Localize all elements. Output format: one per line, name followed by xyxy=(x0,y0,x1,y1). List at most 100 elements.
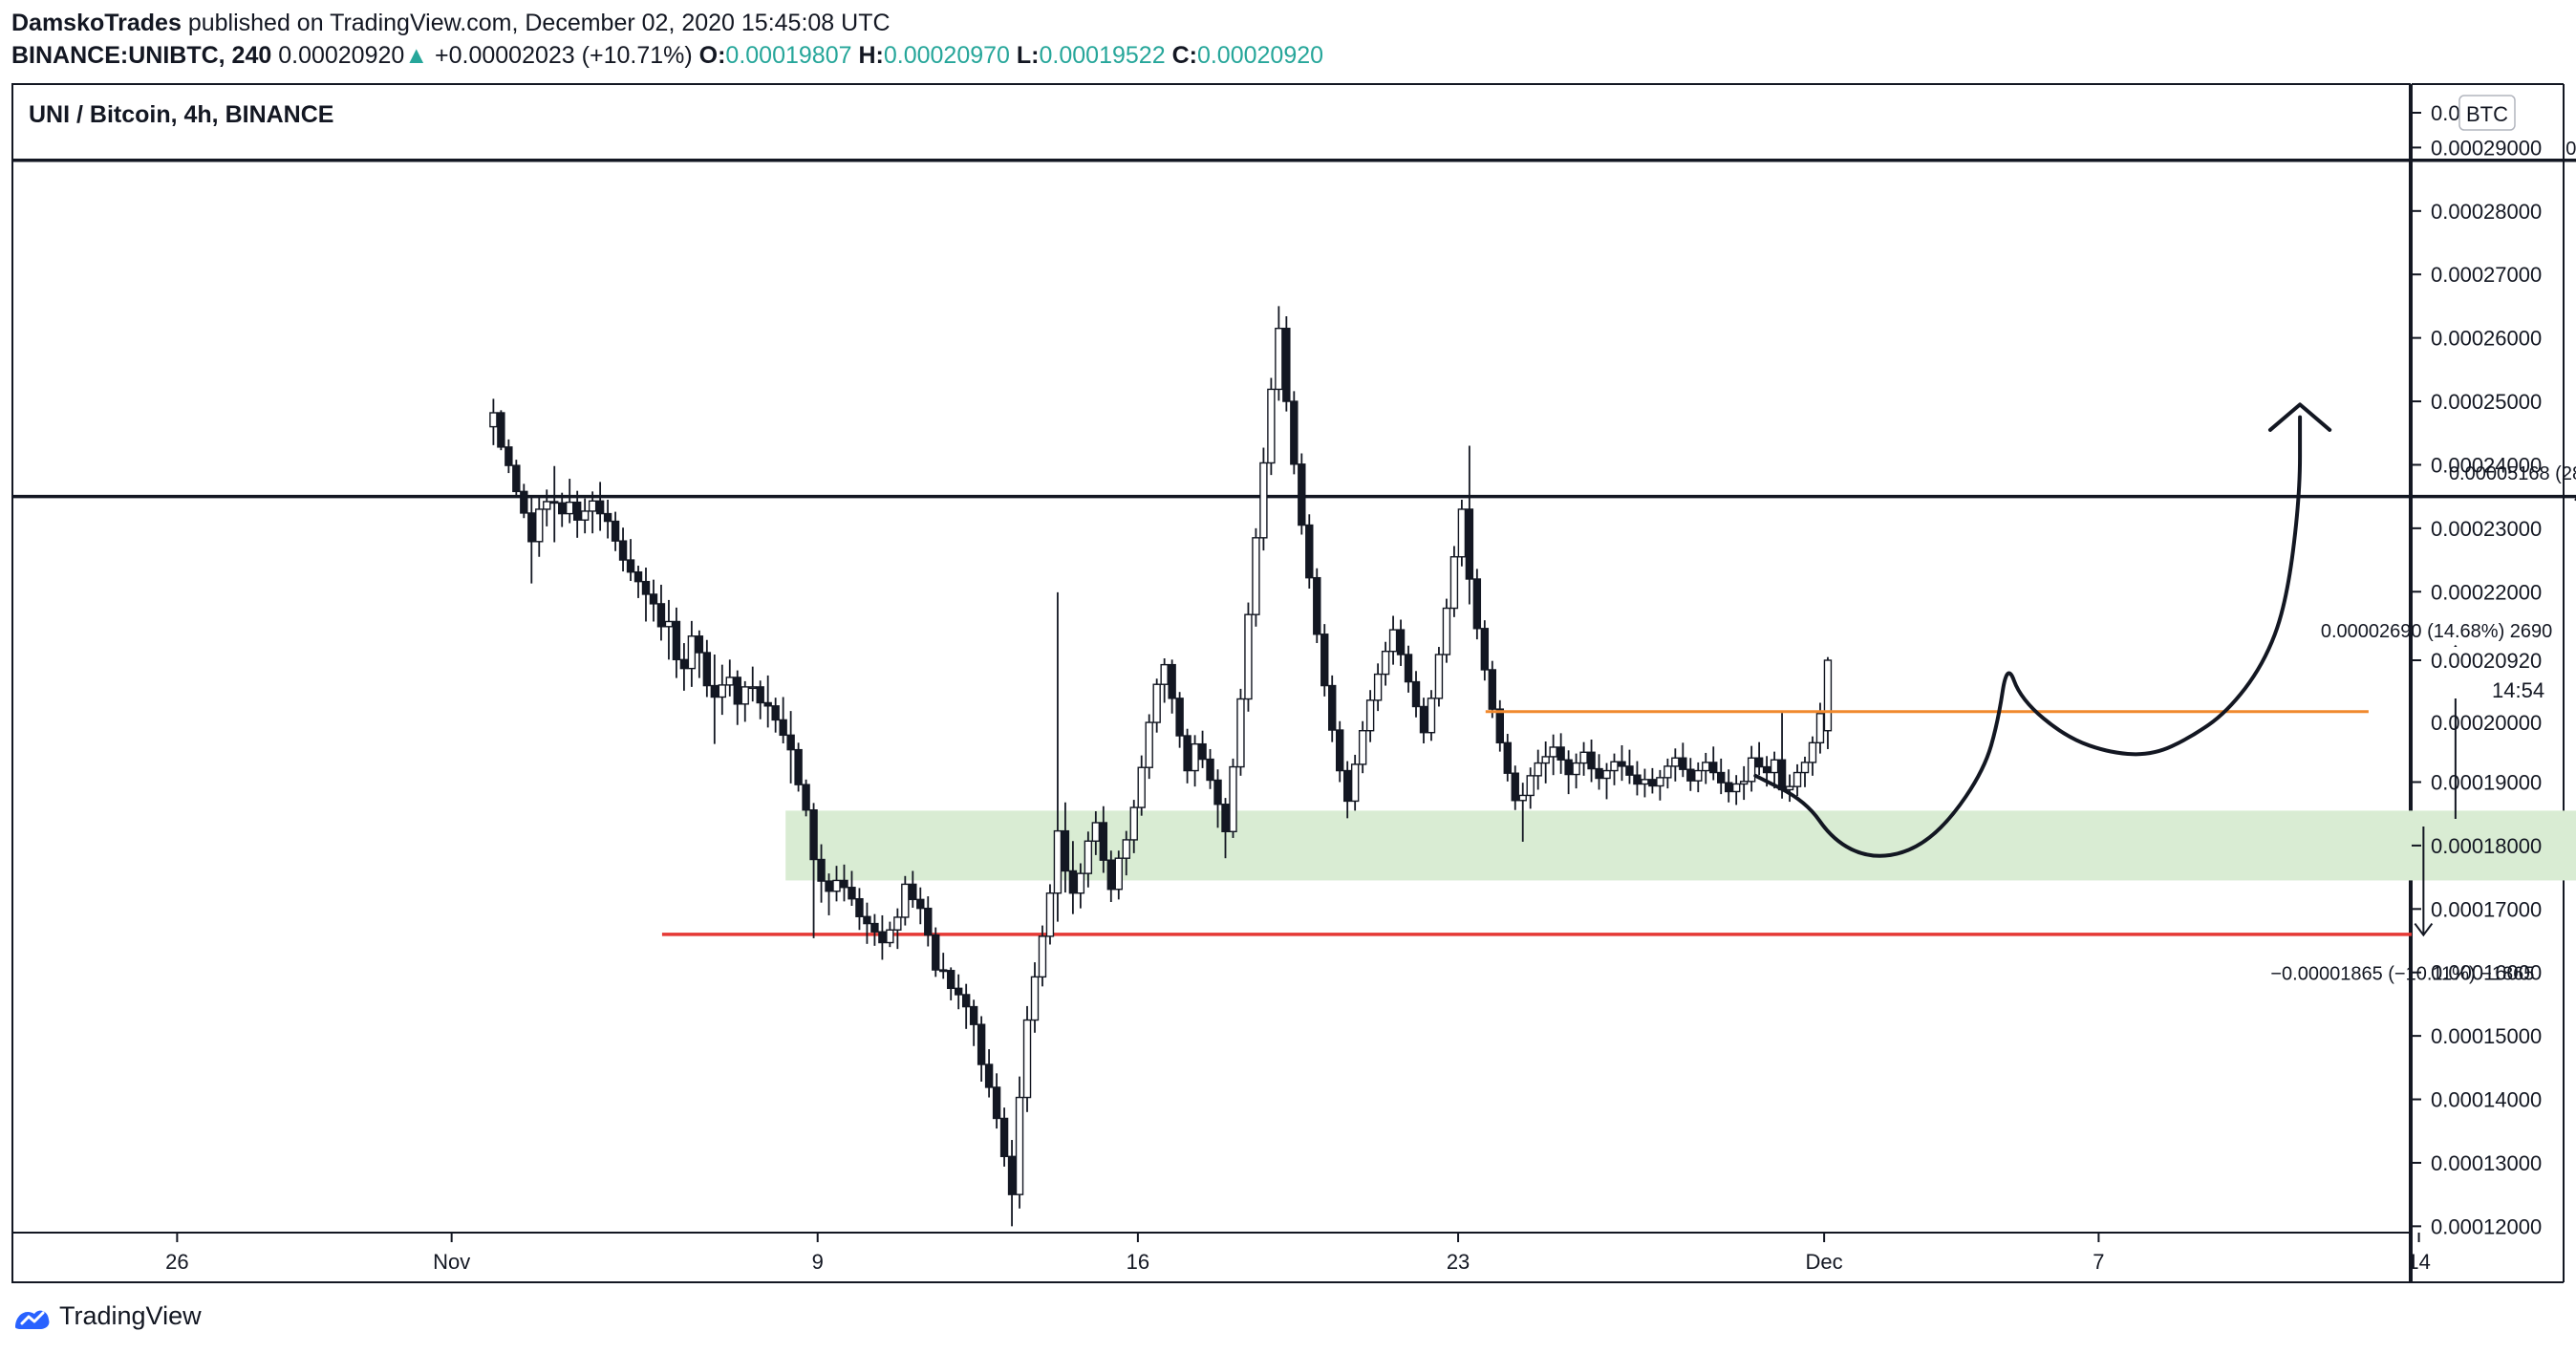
candle xyxy=(1671,748,1680,782)
candle-body-down xyxy=(1206,758,1214,782)
candle xyxy=(1792,763,1802,797)
candle-body-down xyxy=(855,897,864,917)
candle-body-down xyxy=(924,907,933,936)
candle xyxy=(565,479,574,524)
candle xyxy=(893,908,902,950)
candle-body-up xyxy=(1045,892,1055,937)
candle-body-down xyxy=(1290,400,1299,465)
candle xyxy=(1579,741,1588,776)
tradingview-footer[interactable]: TradingView xyxy=(13,1301,202,1331)
time-tick-label: 14 xyxy=(2407,1250,2430,1274)
candle-body-down xyxy=(626,559,635,573)
candle xyxy=(863,902,871,944)
candle-body-up xyxy=(489,412,498,428)
candle xyxy=(733,670,741,725)
candle xyxy=(1587,740,1596,783)
candle xyxy=(870,913,879,946)
candle xyxy=(1595,754,1603,790)
candle-body-up xyxy=(1038,935,1047,978)
candle-body-down xyxy=(611,520,620,542)
candle-body-up xyxy=(1808,741,1817,763)
open-label: O: xyxy=(698,42,726,69)
candle xyxy=(763,675,772,728)
candle-body-down xyxy=(909,883,917,901)
candle-body-down xyxy=(786,734,795,751)
candle-body-up xyxy=(893,916,902,931)
candle-body-down xyxy=(932,934,940,971)
candle xyxy=(1358,720,1367,774)
candle xyxy=(977,1016,986,1082)
candle xyxy=(1320,624,1329,697)
candle xyxy=(1564,750,1573,795)
candle xyxy=(794,742,803,792)
candle xyxy=(809,803,818,938)
candle xyxy=(1336,720,1344,783)
candle-body-down xyxy=(771,705,780,721)
candle-body-down xyxy=(1068,870,1078,894)
candle xyxy=(695,630,704,678)
candle-body-down xyxy=(1213,779,1222,805)
candle xyxy=(611,511,620,551)
tradingview-brand: TradingView xyxy=(59,1301,202,1330)
currency-badge[interactable] xyxy=(2458,95,2516,131)
candle-body-down xyxy=(954,987,963,996)
time-tick-label: 26 xyxy=(165,1250,188,1274)
candle-body-down xyxy=(878,931,887,944)
candle xyxy=(1236,688,1245,776)
candle-body-up xyxy=(1770,759,1779,774)
candle xyxy=(588,491,597,534)
candle xyxy=(1091,811,1101,855)
price-tick-label: 0.00027000 xyxy=(2431,263,2542,287)
price-tick-label: 0.0 xyxy=(2431,101,2460,125)
close-label: C: xyxy=(1171,42,1197,69)
candle xyxy=(1785,774,1794,803)
candle-body-down xyxy=(1282,327,1291,402)
candle-body-down xyxy=(1648,779,1657,787)
publish-line: DamskoTrades published on TradingView.co… xyxy=(11,8,891,38)
candle-body-down xyxy=(848,887,856,900)
candle xyxy=(1175,692,1184,748)
candle xyxy=(1419,698,1428,743)
candle xyxy=(1290,391,1299,475)
candle xyxy=(1625,749,1634,784)
price-tick-label: 0.00022000 xyxy=(2431,580,2542,604)
candle xyxy=(1602,762,1611,800)
candle-body-down xyxy=(1679,757,1687,770)
candle-body-up xyxy=(1091,822,1101,842)
candle xyxy=(779,697,787,743)
candle-body-down xyxy=(794,748,803,785)
candle-body-up xyxy=(1739,781,1749,785)
candle xyxy=(999,1107,1009,1167)
candle-body-up xyxy=(588,500,597,512)
candle-body-up xyxy=(1145,721,1153,768)
candle xyxy=(840,864,848,902)
ohlc-legend: BINANCE:UNIBTC, 240 0.00020920▲ +0.00002… xyxy=(11,40,1323,71)
candle xyxy=(1259,447,1268,551)
candle-body-down xyxy=(825,880,833,892)
candle xyxy=(1068,841,1078,914)
candle xyxy=(1152,678,1161,733)
last-price: 0.00020920 xyxy=(278,42,405,69)
price-tick-label: 0.00014000 xyxy=(2431,1088,2542,1112)
candle-body-down xyxy=(603,512,612,523)
candle-body-down xyxy=(1595,767,1603,780)
candle xyxy=(572,490,582,538)
candle xyxy=(848,870,856,906)
candle-body-up xyxy=(1365,699,1375,732)
candle xyxy=(916,887,925,925)
candle xyxy=(1137,755,1146,816)
candle-body-down xyxy=(1618,761,1626,767)
candle xyxy=(1168,659,1176,714)
candle xyxy=(1342,761,1352,819)
candle-body-down xyxy=(733,676,741,705)
candle xyxy=(1679,742,1687,778)
candle-body-down xyxy=(1503,741,1512,774)
candle-body-down xyxy=(1419,705,1428,734)
candle-body-down xyxy=(1480,628,1490,671)
candle xyxy=(1313,568,1321,644)
candle-body-down xyxy=(1709,762,1718,774)
candle-body-down xyxy=(1488,669,1497,710)
author-name[interactable]: DamskoTrades xyxy=(11,10,182,36)
candle-body-up xyxy=(1434,654,1444,699)
